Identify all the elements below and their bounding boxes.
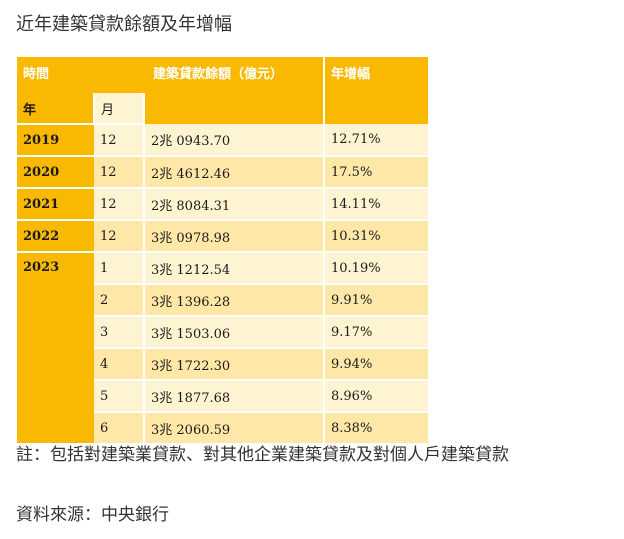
table-row: 2020 12 2兆 4612.46 17.5% <box>17 156 428 189</box>
table-row: 2 3兆 1396.28 9.91% <box>17 284 428 317</box>
header-month: 月 <box>94 93 145 125</box>
footnote: 註：包括對建築業貸款、對其他企業建築貸款及對個人戶建築貸款 <box>16 445 509 465</box>
balance-cell: 3兆 2060.59 <box>144 412 325 443</box>
table-row: 2023 1 3兆 1212.54 10.19% <box>17 252 428 443</box>
month-cell: 4 <box>94 348 145 381</box>
header-time: 時間 <box>17 57 144 93</box>
month-cell: 12 <box>94 124 145 157</box>
balance-cell: 3兆 1503.06 <box>144 316 325 349</box>
month-cell: 12 <box>94 188 145 221</box>
year-cell: 2023 <box>17 252 94 443</box>
month-cell: 12 <box>94 220 145 253</box>
balance-cell: 2兆 0943.70 <box>144 124 325 157</box>
year-cell: 2020 <box>17 156 94 189</box>
table-row: 5 3兆 1877.68 8.96% <box>17 380 428 413</box>
balance-cell: 2兆 8084.31 <box>144 188 325 221</box>
growth-cell: 10.31% <box>324 220 428 253</box>
year-cell: 2022 <box>17 220 94 253</box>
growth-cell: 12.71% <box>324 124 428 157</box>
month-cell: 3 <box>94 316 145 349</box>
table-row: 6 3兆 2060.59 8.38% <box>17 412 428 443</box>
header-balance: 建築貸款餘額（億元） <box>144 57 325 124</box>
balance-cell: 3兆 1877.68 <box>144 380 325 413</box>
balance-cell: 3兆 1396.28 <box>144 284 325 317</box>
table-row: 2022 12 3兆 0978.98 10.31% <box>17 220 428 253</box>
source-note: 資料來源：中央銀行 <box>16 505 169 525</box>
table-row: 3 3兆 1503.06 9.17% <box>17 316 428 349</box>
growth-cell: 10.19% <box>324 252 428 285</box>
month-cell: 1 <box>94 252 145 285</box>
month-cell: 5 <box>94 380 145 413</box>
loan-table: 時間 建築貸款餘額（億元） 年增幅 年 月 2019 12 2兆 0943.70… <box>17 57 428 443</box>
month-cell: 2 <box>94 284 145 317</box>
growth-cell: 9.17% <box>324 316 428 349</box>
subheader-row: 年 月 <box>17 93 428 125</box>
growth-cell: 8.38% <box>324 412 428 443</box>
balance-cell: 3兆 1212.54 <box>144 252 325 285</box>
month-cell: 12 <box>94 156 145 189</box>
balance-cell: 3兆 0978.98 <box>144 220 325 253</box>
page-title: 近年建築貸款餘額及年增幅 <box>16 14 232 35</box>
growth-cell: 9.91% <box>324 284 428 317</box>
table-row: 2021 12 2兆 8084.31 14.11% <box>17 188 428 221</box>
month-cell: 6 <box>94 412 145 443</box>
table-row: 4 3兆 1722.30 9.94% <box>17 348 428 381</box>
growth-cell: 8.96% <box>324 380 428 413</box>
table-row: 2019 12 2兆 0943.70 12.71% <box>17 124 428 157</box>
growth-cell: 9.94% <box>324 348 428 381</box>
header-growth: 年增幅 <box>324 57 428 124</box>
header-year: 年 <box>17 93 95 125</box>
year-cell: 2021 <box>17 188 94 221</box>
year-cell: 2019 <box>17 124 94 157</box>
balance-cell: 3兆 1722.30 <box>144 348 325 381</box>
growth-cell: 17.5% <box>324 156 428 189</box>
header-row: 時間 建築貸款餘額（億元） 年增幅 <box>17 57 428 124</box>
balance-cell: 2兆 4612.46 <box>144 156 325 189</box>
growth-cell: 14.11% <box>324 188 428 221</box>
